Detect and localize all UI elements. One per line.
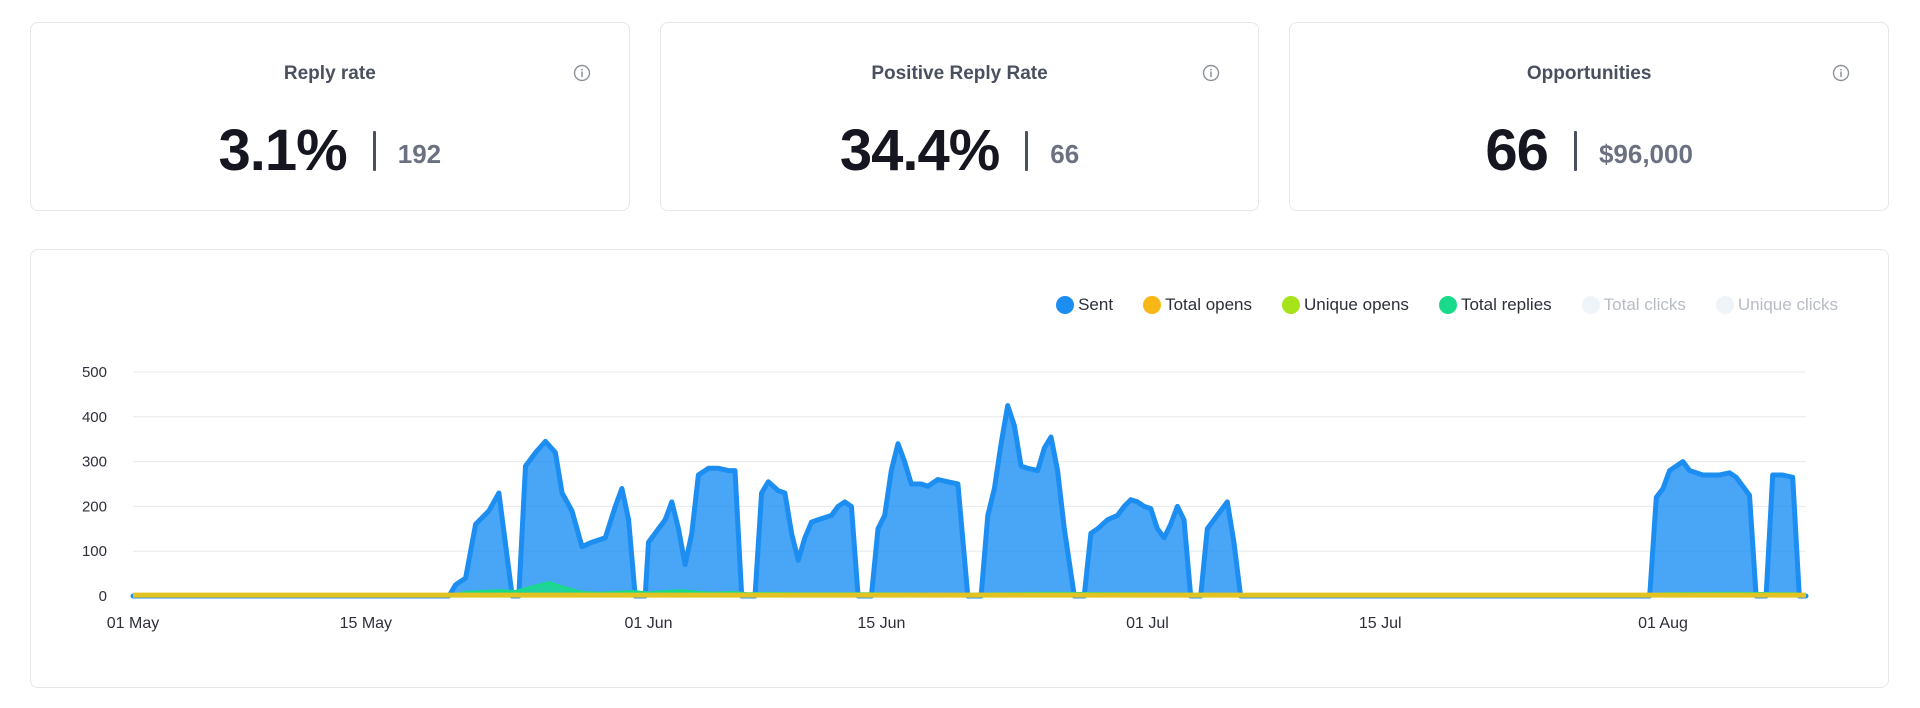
legend-label: Sent [1078, 295, 1114, 314]
y-tick-label: 200 [82, 498, 107, 515]
y-tick-label: 400 [82, 409, 107, 426]
divider [372, 131, 376, 171]
legend-item-unique-opens[interactable]: Unique opens [1282, 295, 1409, 315]
x-tick-label: 01 Aug [1638, 615, 1688, 632]
metric-sub-value: $96,000 [1598, 139, 1693, 169]
x-tick-label: 15 Jul [1359, 615, 1402, 632]
card-title: Opportunities [1526, 63, 1652, 84]
info-icon[interactable] [1832, 64, 1850, 82]
series-area-sent [133, 405, 1806, 596]
metric-sub-value: 66 [1050, 139, 1080, 169]
positive-reply-rate-card: Positive Reply Rate 34.4% 66 [659, 22, 1260, 211]
legend-item-sent[interactable]: Sent [1056, 295, 1113, 315]
x-tick-label: 01 May [107, 615, 159, 632]
divider [1025, 131, 1029, 171]
x-tick-label: 15 May [340, 615, 392, 632]
opportunities-card: Opportunities 66 $96,000 [1289, 22, 1890, 211]
legend-dot [1581, 296, 1600, 314]
legend-dot [1143, 296, 1162, 314]
x-tick-label: 01 Jun [625, 615, 673, 632]
info-icon[interactable] [573, 64, 591, 82]
area-chart: 0 100 200 300 400 500 01 May 15 May 01 Jun 15 Jun… [82, 364, 1809, 632]
card-title: Reply rate [283, 63, 376, 84]
y-tick-label: 0 [99, 588, 107, 605]
metric-sub-value: 192 [397, 139, 442, 169]
series-line-sent [130, 403, 1809, 599]
chart-legend: Sent Total opens Unique opens Total repl… [1026, 295, 1838, 315]
reply-rate-card: Reply rate 3.1% 192 [30, 22, 630, 211]
y-tick-label: 300 [82, 454, 107, 471]
activity-chart-card: Sent Total opens Unique opens Total repl… [30, 249, 1889, 688]
legend-item-total-replies[interactable]: Total replies [1438, 295, 1552, 315]
x-tick-label: 15 Jun [857, 615, 905, 632]
legend-item-unique-clicks[interactable]: Unique clicks [1715, 295, 1838, 315]
metric-value: 34.4% [839, 118, 1000, 183]
legend-item-total-clicks[interactable]: Total clicks [1581, 295, 1686, 315]
legend-label: Total clicks [1603, 295, 1686, 314]
legend-label: Unique clicks [1737, 295, 1838, 314]
legend-dot [1715, 296, 1734, 314]
legend-label: Total opens [1165, 295, 1253, 314]
legend-label: Total replies [1460, 295, 1552, 314]
divider [1573, 131, 1577, 171]
card-title: Positive Reply Rate [871, 63, 1048, 84]
legend-dot [1056, 296, 1075, 314]
metric-value: 3.1% [218, 118, 348, 183]
metric-value: 66 [1485, 118, 1549, 183]
info-icon[interactable] [1202, 64, 1220, 82]
legend-dot [1282, 296, 1301, 314]
y-tick-label: 500 [82, 364, 107, 381]
legend-dot [1438, 296, 1457, 314]
x-tick-label: 01 Jul [1126, 615, 1169, 632]
legend-label: Unique opens [1304, 295, 1409, 314]
metric-cards: Reply rate 3.1% 192 Positive Reply Rate … [30, 22, 1890, 213]
y-tick-label: 100 [82, 543, 107, 560]
legend-item-total-opens[interactable]: Total opens [1143, 295, 1252, 315]
